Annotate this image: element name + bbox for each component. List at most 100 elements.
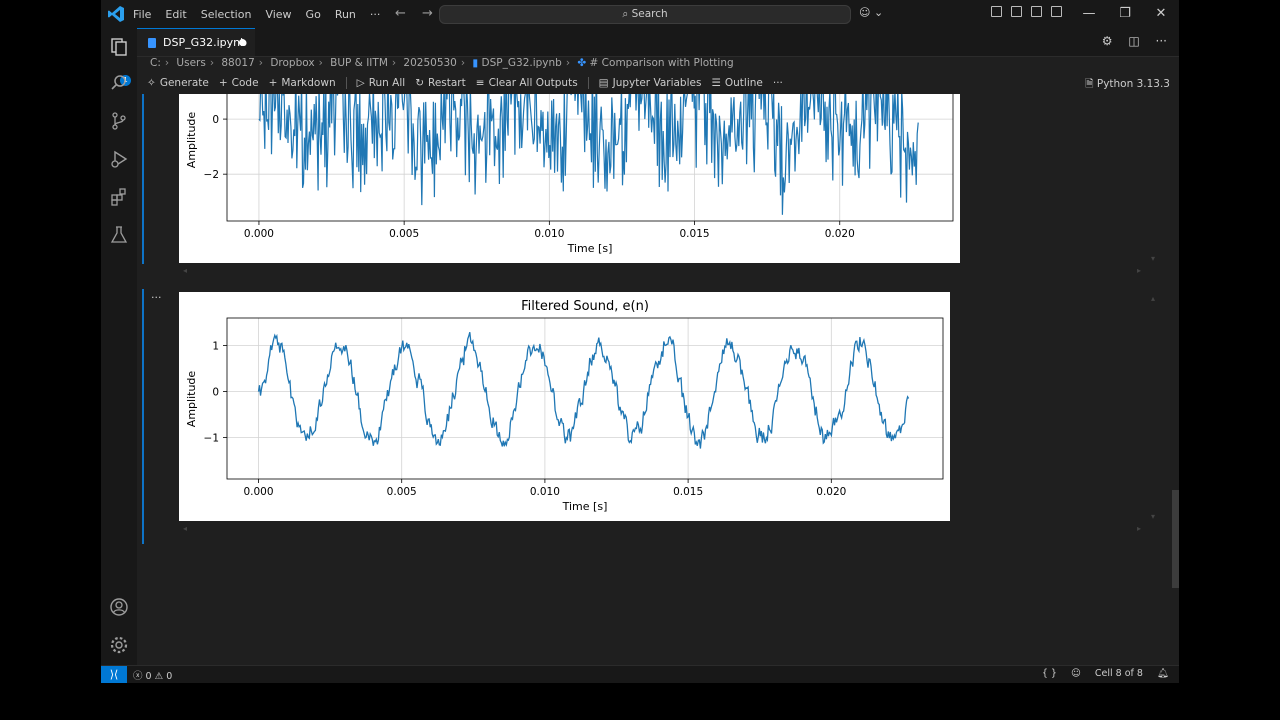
forward-arrow-icon[interactable]: → <box>422 6 433 21</box>
copilot-icon[interactable]: ☺ ⌄ <box>859 6 884 19</box>
y-tick-label: 0 <box>212 387 219 399</box>
source-control-icon[interactable] <box>109 111 129 131</box>
add-markdown-cell-button[interactable]: + Markdown <box>269 77 336 89</box>
breadcrumb-item[interactable]: DSP_G32.ipynb <box>481 57 562 69</box>
clear-all-icon: ≡ <box>475 77 485 89</box>
run-all-icon: ▷ <box>356 77 365 89</box>
cell-collapse-icon[interactable]: ▾ <box>1151 512 1156 521</box>
tab-dsp-notebook[interactable]: DSP_G32.ipynb <box>137 28 255 56</box>
customize-layout-icon[interactable] <box>991 6 1002 17</box>
menu-selection[interactable]: Selection <box>200 7 252 21</box>
jupyter-variables-button[interactable]: ▤ Jupyter Variables <box>599 77 702 89</box>
menu-view[interactable]: View <box>265 7 292 21</box>
chart-title: Filtered Sound, e(n) <box>521 299 649 314</box>
restart-button[interactable]: ↻ Restart <box>415 77 466 89</box>
close-icon[interactable]: ✕ <box>1155 6 1167 21</box>
search-icon: ⌕ <box>622 8 629 20</box>
axes-frame <box>226 317 944 480</box>
problems-indicator[interactable]: ⓧ 0 ⚠ 0 <box>133 668 172 682</box>
editor-vertical-scrollbar[interactable] <box>1172 490 1179 588</box>
account-icon[interactable] <box>109 597 129 617</box>
run-all-button[interactable]: ▷ Run All <box>357 77 406 89</box>
back-arrow-icon[interactable]: ← <box>395 6 406 21</box>
menu-more[interactable]: ··· <box>369 7 381 21</box>
activity-bar: 1 <box>101 28 137 665</box>
output-scroll-right-icon[interactable]: ▸ <box>1137 266 1142 275</box>
breadcrumb-item[interactable]: BUP & IITM <box>330 57 388 69</box>
output-scroll-left-icon[interactable]: ◂ <box>183 266 188 275</box>
y-tick-label: 0 <box>212 114 219 126</box>
settings-gear-icon[interactable] <box>109 635 129 655</box>
cell-output-more-button[interactable]: ··· <box>151 291 162 304</box>
more-actions-icon[interactable]: ··· <box>1155 34 1167 48</box>
menu-run[interactable]: Run <box>334 7 356 21</box>
output-scroll-left-icon[interactable]: ◂ <box>183 524 188 533</box>
run-debug-icon[interactable] <box>109 149 129 169</box>
breadcrumb-item[interactable]: # Comparison with Plotting <box>589 57 734 69</box>
breadcrumb-item[interactable]: 20250530 <box>403 57 457 69</box>
remote-indicator-icon[interactable]: ⟩⟨ <box>101 666 127 683</box>
restore-icon[interactable]: ❐ <box>1119 6 1131 21</box>
filtered-sound-chart: 0.000 0.005 0.010 0.015 0.020 1 0 −1 Filtered S… <box>185 299 944 513</box>
menu-edit[interactable]: Edit <box>165 7 187 21</box>
chevron-right-icon: › <box>391 57 397 69</box>
menu-bar: File Edit Selection View Go Run ··· <box>133 0 394 28</box>
breadcrumb-item[interactable]: Users <box>176 57 206 69</box>
language-braces[interactable]: { } <box>1041 668 1057 679</box>
breadcrumb-item[interactable]: 88017 <box>221 57 255 69</box>
menu-file[interactable]: File <box>133 7 152 21</box>
title-bar: File Edit Selection View Go Run ··· ← → … <box>101 0 1179 28</box>
minimize-icon[interactable]: — <box>1082 6 1096 21</box>
cell-expand-icon[interactable]: ▴ <box>1151 294 1156 303</box>
notebook-settings-icon[interactable]: ⚙ <box>1101 34 1113 48</box>
unsaved-dot-icon[interactable] <box>239 39 246 46</box>
notebook-toolbar: ✧ Generate + Code + Markdown ▷ Run All ↻ Rest… <box>137 72 1179 94</box>
command-center-search[interactable]: ⌕ Search <box>439 5 851 24</box>
kernel-label: Python 3.13.3 <box>1096 78 1170 90</box>
split-editor-icon[interactable]: ◫ <box>1128 34 1140 48</box>
x-tick-label: 0.005 <box>387 486 417 498</box>
axis-ticks: 0.000 0.005 0.010 0.015 0.020 1 0 −1 <box>204 341 847 498</box>
search-icon[interactable] <box>109 73 129 93</box>
toggle-panel-icon[interactable] <box>1031 6 1042 17</box>
outline-button[interactable]: ☰ Outline <box>711 77 762 89</box>
toggle-primary-sidebar-icon[interactable] <box>1011 6 1022 17</box>
code-label: Code <box>231 77 259 89</box>
breadcrumb-item[interactable]: Dropbox <box>270 57 315 69</box>
editor-tab-bar: DSP_G32.ipynb ⚙ ◫ ··· <box>137 28 1179 57</box>
series-line <box>258 94 919 215</box>
copilot-status-icon[interactable]: ☺ <box>1070 668 1081 679</box>
toolbar-more-button[interactable]: ··· <box>772 77 783 89</box>
x-tick-label: 0.005 <box>389 228 419 240</box>
toggle-secondary-sidebar-icon[interactable] <box>1051 6 1062 17</box>
testing-flask-icon[interactable] <box>109 225 129 245</box>
outline-label: Outline <box>724 77 763 89</box>
tab-label: DSP_G32.ipynb <box>163 36 248 49</box>
restart-icon: ↻ <box>415 77 424 89</box>
x-axis-label: Time [s] <box>567 242 613 255</box>
clear-all-outputs-button[interactable]: ≡ Clear All Outputs <box>476 77 578 89</box>
explorer-icon[interactable] <box>109 37 129 57</box>
variables-icon: ▤ <box>598 77 609 89</box>
output-scroll-right-icon[interactable]: ▸ <box>1137 524 1142 533</box>
notifications-bell-icon[interactable]: 🔔︎ <box>1156 668 1169 679</box>
chevron-right-icon: › <box>460 57 466 69</box>
generate-button[interactable]: ✧ Generate <box>147 77 209 89</box>
cell-position[interactable]: Cell 8 of 8 <box>1094 668 1143 679</box>
cell-collapse-icon[interactable]: ▾ <box>1151 254 1156 263</box>
vscode-window: File Edit Selection View Go Run ··· ← → … <box>101 0 1179 683</box>
extensions-icon[interactable] <box>109 187 129 207</box>
add-code-cell-button[interactable]: + Code <box>219 77 259 89</box>
menu-go[interactable]: Go <box>305 7 321 21</box>
x-tick-label: 0.010 <box>530 486 560 498</box>
toolbar-divider <box>587 77 589 89</box>
gridlines <box>227 318 943 479</box>
y-axis-label: Amplitude <box>185 371 198 428</box>
breadcrumb-item[interactable]: C: <box>150 57 161 69</box>
notebook-file-icon: ▮ <box>472 57 479 69</box>
kernel-picker[interactable]: 🗎 Python 3.13.3 <box>1085 76 1170 94</box>
x-axis-label: Time [s] <box>562 500 608 513</box>
